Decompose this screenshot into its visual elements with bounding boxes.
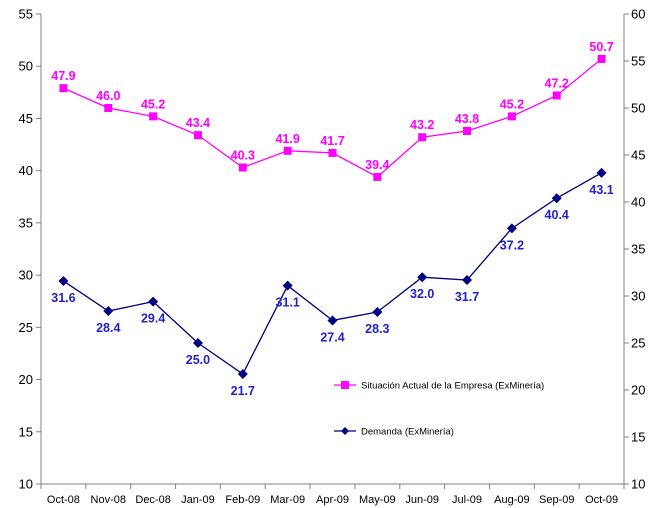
legend-label-demanda: Demanda (ExMinería) [361, 427, 454, 438]
x-tick-label: Oct-08 [47, 494, 80, 506]
x-tick-label: Aug-09 [494, 494, 529, 506]
data-label-demanda: 28.4 [96, 321, 120, 335]
data-label-demanda: 21.7 [231, 384, 255, 398]
marker-situacion [507, 112, 516, 121]
marker-situacion [463, 126, 472, 135]
right-tick-label: 35 [631, 242, 645, 257]
data-label-demanda: 31.6 [51, 291, 75, 305]
marker-situacion [373, 172, 382, 181]
axes: 10 15 20 25 30 35 40 45 50 55 10 15 20 25 30 35 40 45 50 55… [19, 7, 646, 507]
marker-demanda [506, 223, 517, 234]
marker-demanda [596, 167, 607, 178]
right-tick-label: 50 [631, 101, 645, 116]
marker-demanda [58, 275, 69, 286]
data-label-situacion: 43.8 [455, 112, 479, 126]
data-label-demanda: 32.0 [410, 287, 434, 301]
data-label-situacion: 47.9 [51, 69, 75, 83]
right-tick-label: 15 [631, 430, 645, 445]
x-tick-label: Mar-09 [270, 494, 305, 506]
right-tick-label: 60 [631, 7, 645, 22]
x-tick-label: Apr-09 [316, 494, 349, 506]
right-tick-label: 55 [631, 54, 645, 69]
data-label-situacion: 46.0 [96, 89, 120, 103]
marker-situacion [597, 54, 606, 63]
marker-situacion [59, 84, 68, 93]
left-tick-label: 15 [19, 424, 33, 439]
left-tick-label: 40 [19, 163, 33, 178]
x-tick-label: Jul-09 [452, 494, 482, 506]
right-tick-label: 10 [631, 477, 645, 492]
marker-demanda [282, 280, 293, 291]
data-label-demanda: 29.4 [141, 312, 165, 326]
data-label-demanda: 31.1 [275, 296, 299, 310]
legend: Situación Actual de la Empresa (ExMinerí… [334, 381, 544, 438]
data-label-demanda: 25.0 [186, 353, 210, 367]
data-label-demanda: 37.2 [500, 238, 524, 252]
x-tick-label: Feb-09 [225, 494, 260, 506]
marker-situacion [283, 146, 292, 155]
right-tick-label: 40 [631, 195, 645, 210]
legend-marker-demanda [341, 427, 349, 435]
data-label-situacion: 41.9 [275, 132, 299, 146]
marker-demanda [417, 272, 428, 283]
x-tick-label: Sep-09 [539, 494, 574, 506]
data-label-situacion: 50.7 [589, 40, 613, 54]
left-tick-label: 10 [19, 477, 33, 492]
x-tick-label: Oct-09 [585, 494, 618, 506]
marker-situacion [193, 131, 202, 140]
data-label-demanda: 28.3 [365, 322, 389, 336]
marker-situacion [328, 148, 337, 157]
x-tick-label: Jan-09 [181, 494, 215, 506]
left-tick-label: 35 [19, 215, 33, 230]
series-lines [58, 54, 607, 380]
data-label-situacion: 43.2 [410, 118, 434, 132]
right-tick-label: 25 [631, 336, 645, 351]
data-label-situacion: 45.2 [141, 97, 165, 111]
series-line-situacion [63, 58, 602, 178]
marker-situacion [552, 91, 561, 100]
data-label-situacion: 39.4 [365, 158, 389, 172]
right-tick-label: 30 [631, 289, 645, 304]
x-tick-label: Jun-09 [405, 494, 439, 506]
marker-demanda [462, 275, 473, 286]
data-label-situacion: 41.7 [320, 134, 344, 148]
marker-demanda [148, 296, 159, 307]
left-tick-label: 25 [19, 320, 33, 335]
marker-demanda [551, 193, 562, 204]
x-tick-label: Dec-08 [135, 494, 170, 506]
left-tick-label: 50 [19, 59, 33, 74]
right-tick-label: 45 [631, 148, 645, 163]
left-tick-label: 45 [19, 111, 33, 126]
x-tick-label: Nov-08 [91, 494, 126, 506]
legend-marker-situacion [341, 381, 349, 389]
marker-situacion [149, 112, 158, 121]
marker-situacion [104, 104, 113, 112]
data-labels: 47.9 46.0 45.2 43.4 40.3 41.9 41.7 39.4 43.2 43.8… [51, 40, 614, 398]
data-label-demanda: 27.4 [320, 330, 344, 344]
marker-situacion [238, 163, 247, 172]
data-label-situacion: 43.4 [186, 116, 210, 130]
right-tick-label: 20 [631, 383, 645, 398]
marker-situacion [418, 133, 427, 142]
left-tick-label: 30 [19, 268, 33, 283]
x-tick-label: May-09 [359, 494, 396, 506]
data-label-demanda: 31.7 [455, 290, 479, 304]
left-tick-label: 20 [19, 372, 33, 387]
left-tick-label: 55 [19, 7, 33, 22]
marker-demanda [372, 306, 383, 317]
marker-demanda [237, 369, 248, 380]
data-label-situacion: 45.2 [500, 97, 524, 111]
data-label-demanda: 40.4 [545, 208, 569, 222]
data-label-situacion: 47.2 [545, 76, 569, 90]
marker-demanda [327, 315, 338, 326]
data-label-demanda: 43.1 [589, 183, 613, 197]
marker-demanda [192, 338, 203, 348]
marker-demanda [103, 306, 114, 317]
data-label-situacion: 40.3 [231, 149, 255, 163]
legend-label-situacion: Situación Actual de la Empresa (ExMinerí… [361, 381, 544, 392]
